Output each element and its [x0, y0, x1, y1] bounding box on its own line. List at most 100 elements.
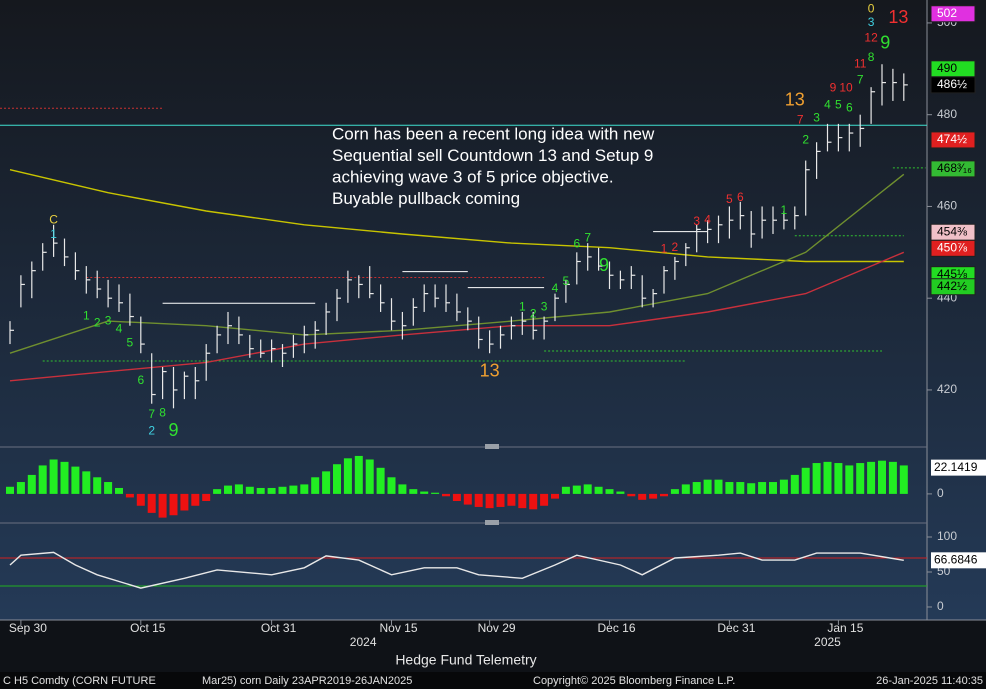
line-series	[9, 251, 905, 382]
setup-count: 5	[835, 98, 842, 112]
y-tick-label: 480	[937, 107, 957, 121]
setup-count: 3	[693, 214, 700, 228]
price-label: 450⅞	[937, 240, 968, 254]
setup-count: 8	[159, 406, 166, 420]
x-tick-label: Oct 15	[130, 621, 166, 635]
price-label-box	[930, 239, 976, 257]
setup-count: 7	[857, 72, 864, 86]
histogram-bar	[136, 493, 145, 506]
histogram-bar	[463, 493, 472, 505]
histogram-bar	[507, 493, 516, 506]
last-value-label: 66.6846	[934, 552, 978, 566]
price-label-box	[930, 160, 976, 178]
histogram-bar	[60, 461, 69, 494]
footer-timestamp: 26-Jan-2025 11:40:35	[876, 675, 983, 687]
histogram-bar	[224, 485, 232, 494]
setup-count: 10	[839, 81, 853, 95]
histogram-bar	[322, 471, 331, 494]
setup-count: 2	[672, 240, 679, 254]
histogram-bar	[442, 493, 450, 497]
histogram-bar	[125, 493, 134, 498]
setup-count: 1	[781, 203, 788, 217]
y-tick-label: 460	[937, 199, 957, 213]
histogram-bar	[649, 493, 658, 499]
histogram-bar	[158, 493, 167, 518]
setup-count: C	[49, 212, 58, 226]
setup-count: 7	[797, 112, 804, 126]
y-tick-label: 420	[937, 382, 957, 396]
setup-count: 9	[830, 81, 837, 95]
x-axis: Sep 30 Oct 15 Oct 31 Nov 15 Nov 29 Dec 16 Dec …	[9, 620, 864, 649]
line-series	[9, 173, 905, 354]
year-label: 2025	[814, 635, 841, 649]
histogram-bar	[660, 493, 668, 497]
annotation-text: Sequential sell Countdown 13 and Setup 9	[332, 146, 653, 165]
momentum-panel: 0 22.1419	[6, 455, 986, 518]
axis-background	[0, 620, 986, 672]
y-tick-label: 100	[937, 529, 957, 543]
histogram-bar	[823, 461, 832, 494]
x-tick-label: Dec 31	[717, 621, 755, 635]
setup-count: 4	[552, 281, 559, 295]
setup-count: 6	[137, 373, 144, 387]
setup-count: 4	[824, 98, 831, 112]
histogram-bar	[747, 483, 756, 494]
histogram-bar	[431, 492, 440, 494]
setup-count: 2	[530, 306, 537, 320]
histogram-bar	[485, 493, 494, 509]
setup-count: 7	[148, 407, 155, 421]
last-value-box	[931, 552, 986, 569]
histogram-bar	[311, 477, 320, 494]
setup-count: 1	[519, 300, 526, 314]
x-tick-label: Dec 16	[597, 621, 635, 635]
price-label: 442½	[937, 279, 967, 293]
histogram-bar	[115, 487, 123, 494]
histogram-bar	[452, 493, 461, 502]
histogram-bar	[496, 493, 505, 507]
footer-background	[0, 672, 986, 689]
histogram-bar	[899, 465, 908, 494]
histogram-bar	[398, 484, 407, 494]
annotation-text: achieving wave 3 of 5 price objective.	[332, 167, 614, 186]
price-label-box	[930, 278, 976, 296]
x-tick-label: Nov 15	[379, 621, 417, 635]
histogram-bar	[845, 465, 854, 494]
setup-count: 0	[868, 1, 875, 15]
price-label: 454⅜	[937, 224, 968, 238]
histogram-bar	[93, 477, 102, 494]
histogram-bar	[267, 487, 276, 494]
chart-title: Hedge Fund Telemetry	[395, 652, 536, 668]
histogram-bar	[670, 489, 679, 494]
setup-count: 6	[737, 190, 744, 204]
histogram-bar	[801, 467, 810, 494]
histogram-bar	[365, 459, 374, 494]
setup-count: 13	[888, 7, 908, 27]
histogram-bar	[38, 465, 47, 494]
line-series	[9, 551, 904, 589]
price-label-box	[930, 5, 976, 23]
histogram-bar	[6, 486, 14, 494]
panel-handle	[485, 444, 499, 449]
histogram-bar	[289, 485, 298, 494]
histogram-bar	[387, 477, 396, 494]
histogram-bar	[540, 493, 549, 506]
histogram-bar	[354, 455, 363, 494]
histogram-bar	[191, 493, 200, 506]
histogram-bar	[169, 493, 178, 516]
setup-count: 3	[813, 111, 820, 125]
setup-count: 9	[880, 32, 890, 52]
histogram-bar	[71, 466, 80, 494]
setup-count: 12	[864, 31, 878, 45]
histogram-bar	[333, 464, 341, 494]
histogram-bar	[376, 467, 385, 494]
year-label: 2024	[350, 635, 377, 649]
setup-count: 4	[116, 322, 123, 336]
y-tick-label: 0	[937, 486, 944, 500]
histogram-bar	[551, 493, 559, 499]
histogram-bar	[180, 493, 189, 511]
setup-count: 3	[541, 300, 548, 314]
histogram-bar	[409, 489, 418, 494]
histogram-bar	[529, 493, 538, 510]
